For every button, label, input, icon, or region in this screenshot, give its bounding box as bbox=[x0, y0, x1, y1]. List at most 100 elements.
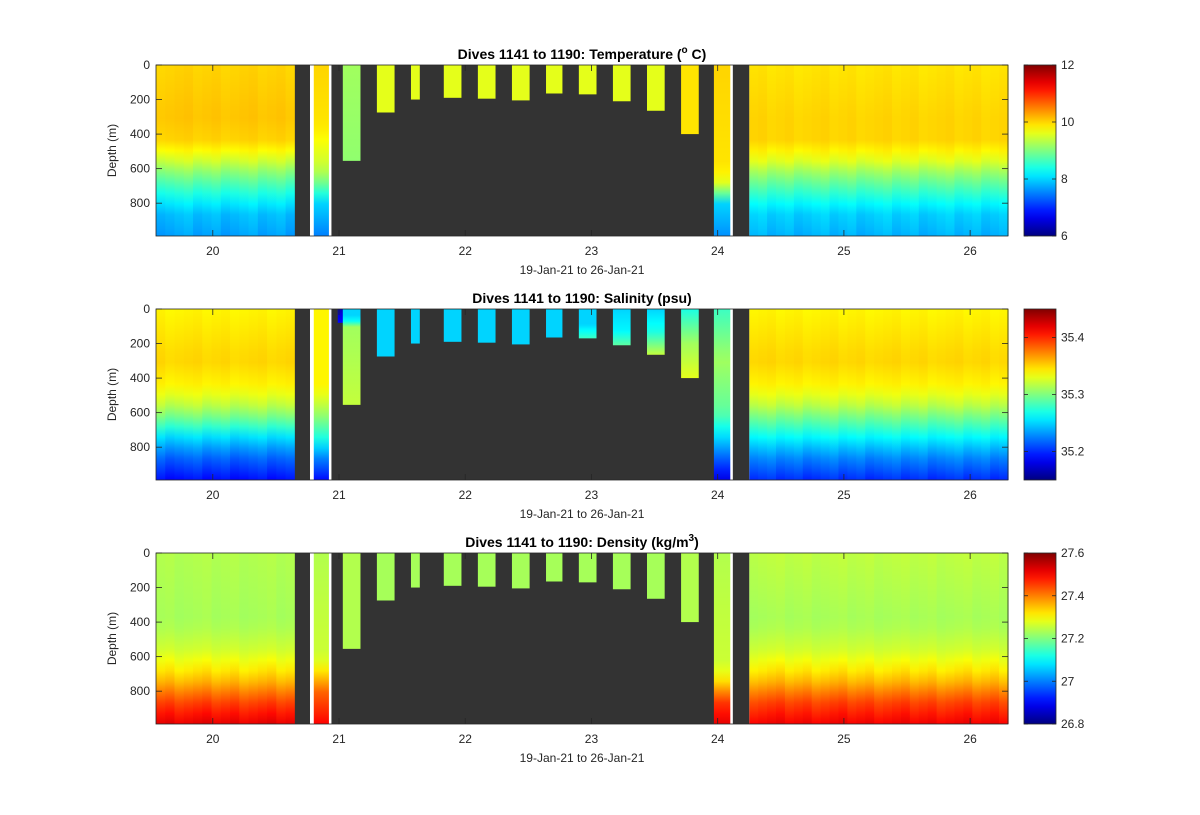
y-tick-label: 0 bbox=[143, 302, 150, 316]
dive-profile-column bbox=[477, 309, 496, 343]
dive-profile-column bbox=[578, 553, 597, 583]
x-tick-label: 23 bbox=[585, 488, 599, 502]
data-block-column bbox=[909, 65, 920, 236]
data-block-column bbox=[211, 553, 222, 724]
colorbar-tick-label: 27.2 bbox=[1061, 632, 1085, 646]
data-block-column bbox=[990, 65, 1000, 236]
data-block-column bbox=[918, 65, 929, 236]
x-tick-label: 20 bbox=[206, 732, 220, 746]
x-tick-label: 24 bbox=[711, 244, 725, 258]
data-block-column bbox=[865, 553, 875, 724]
dive-profile-column bbox=[681, 553, 699, 623]
data-block-column bbox=[892, 309, 902, 480]
dive-profile-column bbox=[313, 309, 329, 480]
x-tick-label: 20 bbox=[206, 488, 220, 502]
dive-profile-column bbox=[337, 309, 347, 323]
dive-profile-column bbox=[342, 553, 361, 649]
y-tick-label: 600 bbox=[130, 650, 150, 664]
dive-profile-column bbox=[477, 65, 496, 99]
y-tick-label: 400 bbox=[130, 615, 150, 629]
colorbar-tick-label: 35.2 bbox=[1061, 445, 1085, 459]
colorbar-tick-label: 27 bbox=[1061, 674, 1075, 688]
data-block-column bbox=[927, 553, 938, 724]
data-block-column bbox=[981, 309, 991, 480]
data-block-column bbox=[758, 553, 768, 724]
data-block-column bbox=[248, 553, 259, 724]
data-block-column bbox=[230, 553, 240, 724]
data-block-column bbox=[793, 553, 804, 724]
no-data-gap bbox=[294, 309, 310, 480]
data-block-column bbox=[802, 65, 813, 236]
dive-profile-column bbox=[410, 65, 420, 100]
data-block-column bbox=[909, 553, 920, 724]
x-tick-label: 24 bbox=[711, 488, 725, 502]
data-block-column bbox=[776, 553, 786, 724]
colorbar-tick-label: 35.4 bbox=[1061, 331, 1085, 345]
data-block-column bbox=[202, 309, 213, 480]
data-block-column bbox=[183, 309, 194, 480]
data-block-column bbox=[165, 309, 176, 480]
title-end: C) bbox=[688, 46, 707, 62]
data-block-column bbox=[156, 65, 166, 236]
data-block-column bbox=[793, 65, 804, 236]
dive-profile-column bbox=[376, 65, 395, 113]
axes-frame bbox=[155, 64, 1009, 237]
data-block-column bbox=[174, 553, 185, 724]
data-block-column bbox=[276, 553, 287, 724]
y-tick-label: 0 bbox=[143, 58, 150, 72]
data-block-column bbox=[193, 309, 203, 480]
data-block-column bbox=[829, 309, 840, 480]
dive-profile-column bbox=[443, 65, 462, 98]
chart-title: Dives 1141 to 1190: Salinity (psu) bbox=[472, 290, 691, 306]
x-tick-label: 21 bbox=[332, 732, 346, 746]
data-block-column bbox=[829, 553, 840, 724]
data-block-column bbox=[211, 65, 222, 236]
data-block-column bbox=[267, 553, 277, 724]
data-block-column bbox=[936, 309, 947, 480]
data-block-column bbox=[874, 309, 884, 480]
y-axis-label: Depth (m) bbox=[105, 124, 119, 177]
data-block-column bbox=[811, 553, 822, 724]
data-block-column bbox=[847, 309, 857, 480]
y-tick-label: 800 bbox=[130, 440, 150, 454]
dive-profile-column bbox=[511, 309, 530, 345]
y-tick-label: 800 bbox=[130, 196, 150, 210]
data-block-column bbox=[936, 553, 947, 724]
no-data-gap bbox=[294, 65, 310, 236]
x-tick-label: 23 bbox=[585, 732, 599, 746]
title-superscript: 3 bbox=[689, 533, 695, 544]
data-block-column bbox=[945, 309, 956, 480]
colorbar-tick-label: 27.4 bbox=[1061, 589, 1085, 603]
data-block-column bbox=[954, 553, 964, 724]
title-superscript: o bbox=[682, 45, 688, 56]
dive-profile-column bbox=[612, 553, 631, 590]
data-block-column bbox=[865, 65, 875, 236]
data-block-column bbox=[811, 65, 822, 236]
title-main: Dives 1141 to 1190: Salinity (psu) bbox=[472, 290, 691, 306]
no-data-gap bbox=[732, 553, 750, 724]
no-data-gap bbox=[294, 553, 310, 724]
data-block-column bbox=[820, 553, 831, 724]
y-tick-label: 0 bbox=[143, 546, 150, 560]
data-block-column bbox=[918, 309, 929, 480]
x-axis-label: 19-Jan-21 to 26-Jan-21 bbox=[520, 263, 645, 277]
data-block-column bbox=[838, 553, 848, 724]
colorbar: 6 8 10 12 bbox=[1023, 58, 1075, 243]
colorbar-tick-label: 8 bbox=[1061, 172, 1068, 186]
data-block-column bbox=[981, 65, 991, 236]
x-tick-label: 25 bbox=[837, 244, 851, 258]
data-block-column bbox=[220, 553, 231, 724]
data-block-column bbox=[990, 309, 1000, 480]
panel-2: 20 21 22 23 24 25 26 0 200 400 600 800 19-Jan-21 to … bbox=[105, 533, 1085, 765]
data-block-column bbox=[257, 65, 268, 236]
data-block-column bbox=[776, 309, 786, 480]
dive-profile-column bbox=[342, 65, 361, 161]
colorbar: 35.2 35.3 35.4 bbox=[1023, 308, 1085, 481]
data-block-column bbox=[838, 309, 848, 480]
data-block-column bbox=[999, 309, 1009, 480]
data-block-column bbox=[820, 309, 831, 480]
dive-profile-column bbox=[477, 553, 496, 587]
dive-profile-column bbox=[546, 553, 563, 582]
colorbar-tick-label: 6 bbox=[1061, 229, 1068, 243]
data-block-column bbox=[811, 309, 822, 480]
